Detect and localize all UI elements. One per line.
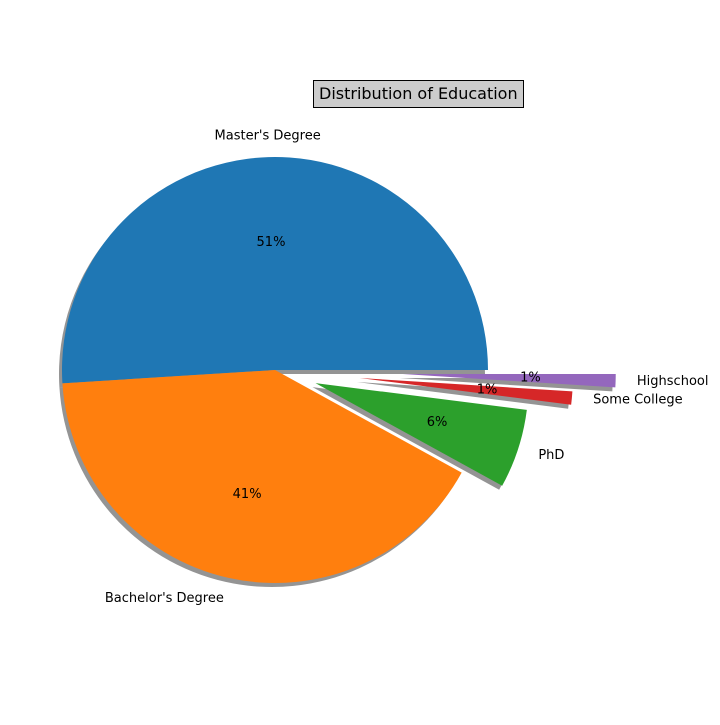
slice-layer — [61, 156, 616, 583]
category-label-bachelor-s-degree: Bachelor's Degree — [105, 591, 224, 606]
slice-phd — [315, 383, 527, 486]
pct-label-highschool: 1% — [520, 371, 541, 386]
category-label-master-s-degree: Master's Degree — [215, 128, 321, 143]
chart-title: Distribution of Education — [313, 80, 524, 108]
pct-label-some-college: 1% — [477, 383, 498, 398]
slice-highschool — [402, 374, 616, 388]
category-label-some-college: Some College — [593, 393, 683, 408]
slice-some-college — [359, 378, 573, 405]
pct-label-phd: 6% — [427, 415, 448, 430]
category-label-phd: PhD — [538, 448, 564, 463]
label-layer: 51% Master's Degree 41% Bachelor's Degree 6%… — [105, 128, 709, 606]
slice-master-s-degree — [61, 156, 489, 384]
pct-label-bachelor-s-degree: 41% — [233, 487, 262, 502]
pct-label-master-s-degree: 51% — [257, 235, 286, 250]
slice-bachelor-s-degree — [62, 370, 462, 583]
slice-shadow-some-college — [356, 382, 570, 409]
category-label-highschool: Highschool — [637, 374, 709, 389]
